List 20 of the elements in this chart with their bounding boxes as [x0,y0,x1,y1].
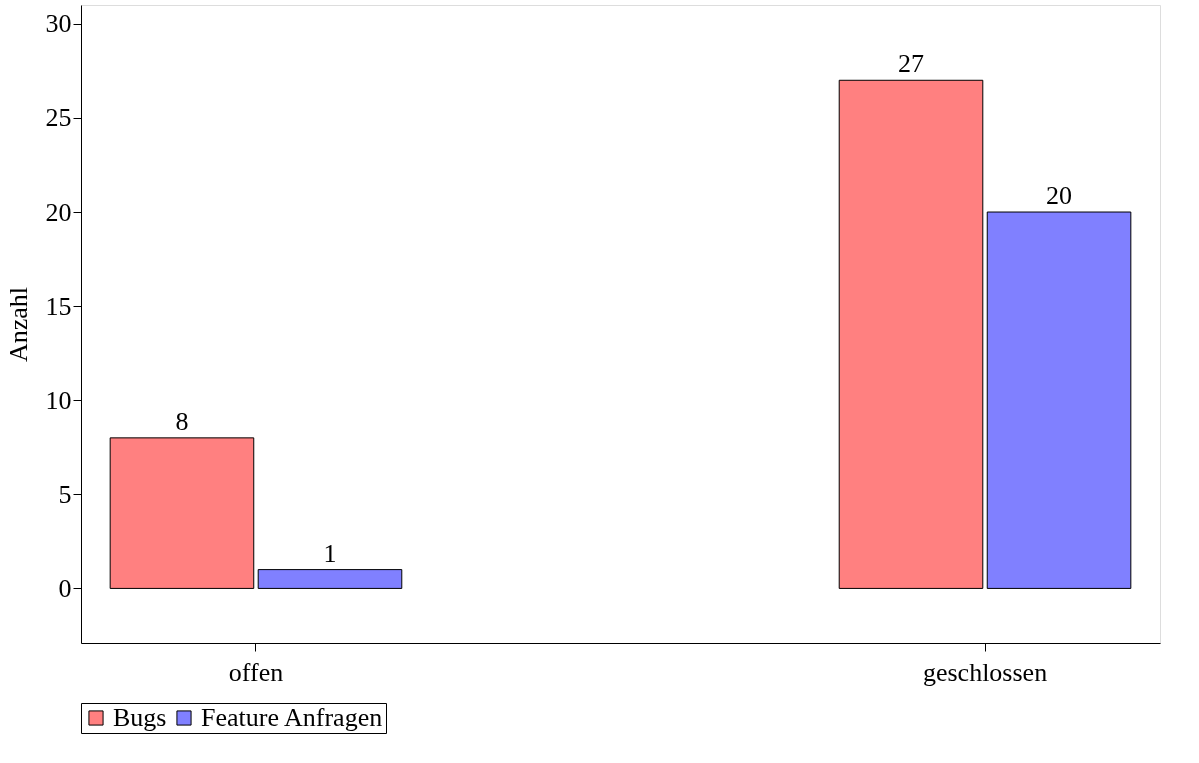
data-label: 27 [898,49,925,79]
legend-label: Bugs [113,703,167,732]
y-axis-title: Anzahl [3,286,33,363]
bar [109,437,255,589]
y-tick-label: 0 [58,573,72,603]
y-tick-label: 10 [45,385,72,415]
y-tick-label: 5 [58,479,72,509]
data-label: 8 [175,406,189,436]
y-tick-label: 25 [45,103,72,133]
bar [257,569,403,589]
bar [986,211,1132,589]
y-tick-label: 20 [45,197,72,227]
data-label: 20 [1046,181,1073,211]
y-tick-label: 30 [45,9,72,39]
x-tick-label: offen [228,657,284,687]
legend-label: Feature Anfragen [201,703,383,732]
x-tick-label: geschlossen [922,657,1048,687]
y-tick-label: 15 [45,291,72,321]
data-label: 1 [323,538,337,568]
bar [838,79,984,589]
